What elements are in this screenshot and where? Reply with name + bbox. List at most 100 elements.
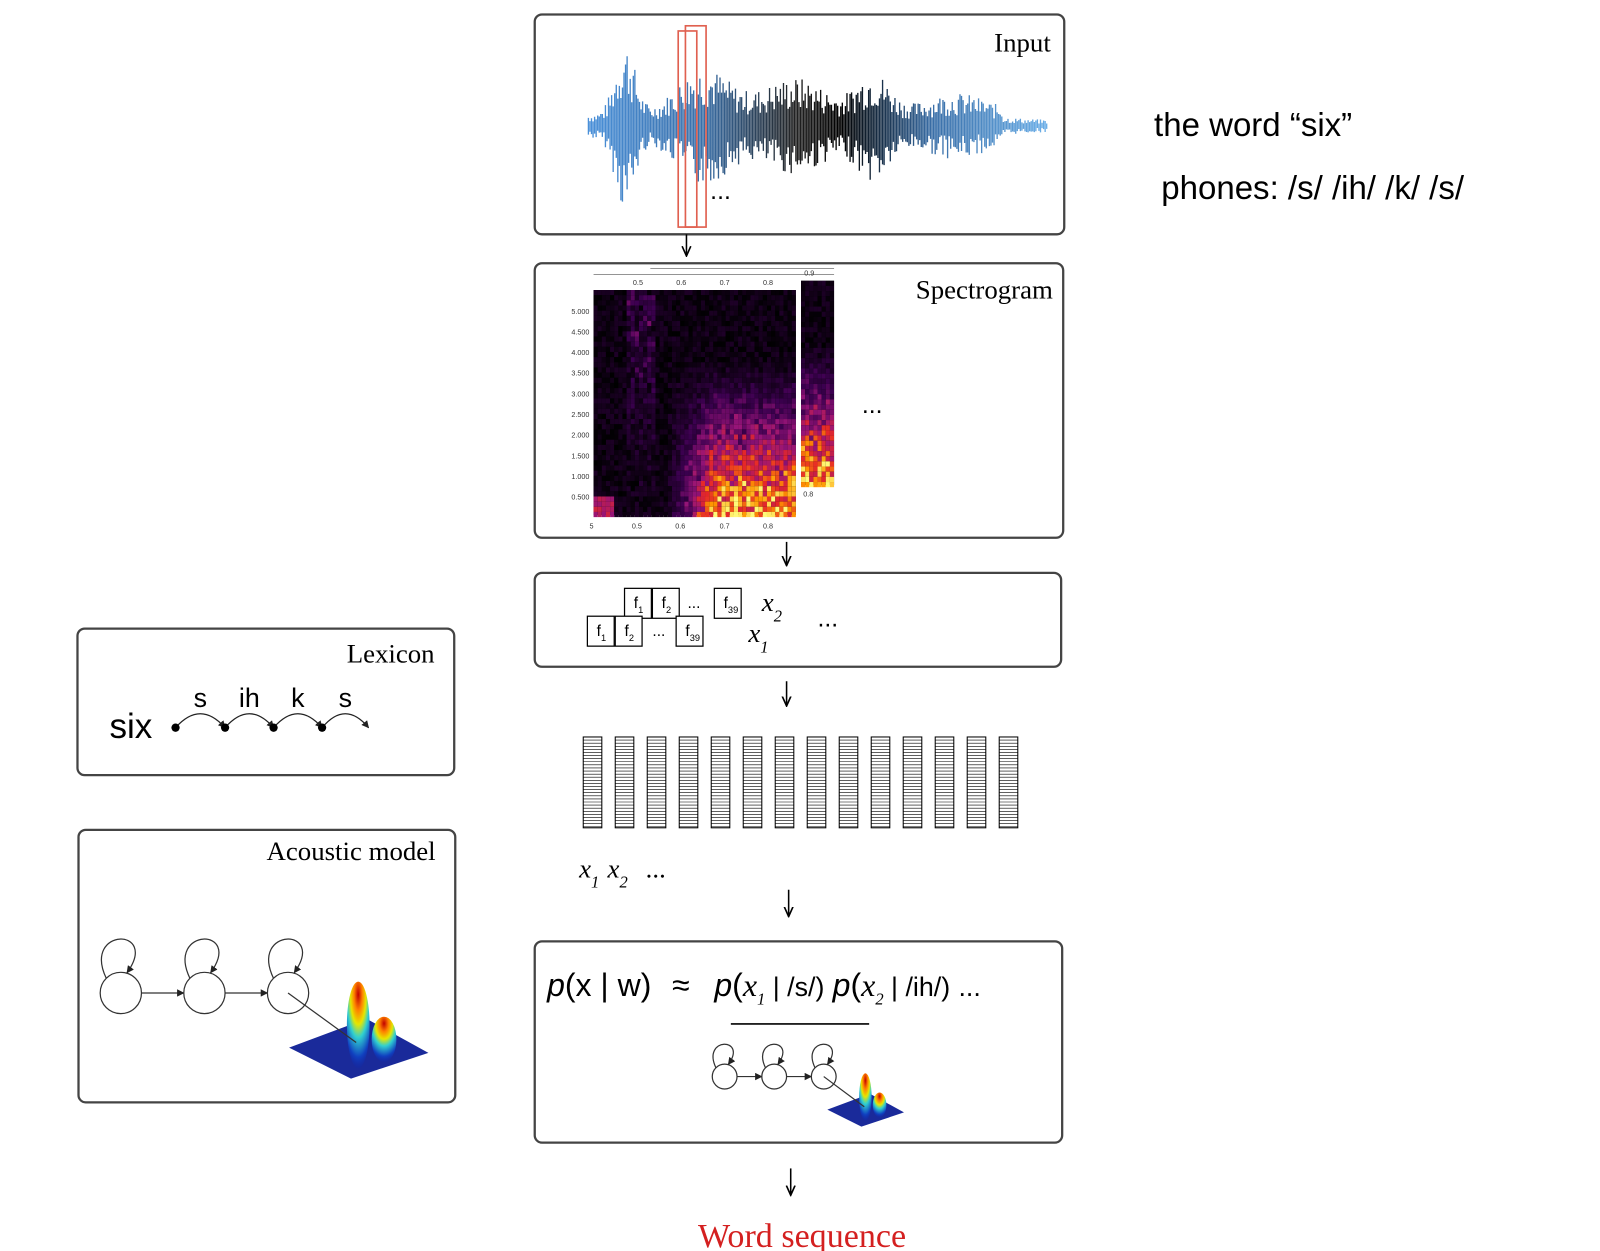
spectrogram-cell	[783, 388, 788, 394]
spectrogram-cell	[809, 332, 814, 338]
spectrogram-cell	[787, 331, 792, 337]
spectrogram-cell	[733, 362, 739, 368]
spectrogram-cell	[717, 336, 722, 342]
spectrogram-cell	[647, 450, 652, 456]
spectrogram-cell	[647, 393, 652, 399]
spectrogram-cell	[817, 420, 822, 426]
spectrogram-cell	[601, 429, 606, 435]
spectrogram-cell	[643, 444, 648, 451]
spectrogram-cell	[626, 424, 631, 430]
spectrogram-cell	[684, 388, 689, 394]
spectrogram-cell	[593, 403, 598, 409]
spectrogram-cell	[742, 429, 747, 435]
spectrogram-cell	[729, 511, 734, 518]
spectrogram-cell	[696, 424, 701, 430]
spectrogram-cell	[733, 341, 739, 347]
symbol: f	[685, 623, 690, 640]
spectrogram-cell	[725, 357, 730, 363]
spectrogram-cell	[618, 290, 623, 296]
spectrogram-cell	[742, 506, 747, 512]
spectrogram-cell	[762, 506, 767, 512]
spectrogram-cell	[787, 377, 792, 383]
spectrogram-cell	[647, 486, 652, 492]
spectrogram-cell	[676, 290, 681, 296]
spectrogram-cell	[614, 511, 619, 518]
spectrogram-cell	[688, 455, 693, 461]
spectrogram-cell	[821, 471, 826, 477]
spectrogram-cell	[801, 461, 806, 467]
spectrogram-cell	[709, 408, 714, 414]
spectrogram-cell	[709, 429, 714, 435]
spectrogram-cell	[801, 394, 806, 400]
spectrogram-cell	[750, 419, 755, 425]
spectrogram-cell	[713, 413, 718, 420]
spectrogram-cell	[700, 315, 706, 322]
spectrogram-cell	[655, 382, 660, 389]
spectrogram-cell	[597, 315, 602, 322]
spectrogram-cell	[680, 393, 685, 399]
spectrogram-cell	[775, 305, 780, 311]
spectrogram-cell	[643, 450, 648, 456]
spectrogram-cell	[750, 388, 755, 394]
spectrogram-cell	[593, 444, 598, 451]
spectrogram-cell	[680, 501, 685, 507]
spectrogram-cell	[593, 315, 598, 322]
spectrogram-cell	[766, 486, 772, 492]
spectrogram-cell	[618, 511, 623, 518]
spectrogram-cell	[647, 382, 652, 389]
spectrogram-cell	[709, 372, 714, 378]
spectrogram-cell	[725, 315, 730, 322]
spectrogram-cell	[725, 403, 730, 409]
spectrogram-cell	[729, 424, 734, 430]
spectrogram-cell	[659, 372, 664, 378]
spectrogram-cell	[725, 336, 730, 342]
spectrogram-cell	[791, 367, 796, 373]
spectrogram-cell	[655, 496, 660, 502]
feature-label: ...	[687, 595, 700, 612]
spectrogram-cell	[721, 486, 726, 492]
freq-label: 2.500	[571, 410, 589, 419]
spectrogram-cell	[634, 321, 639, 327]
spectrogram-cell	[638, 475, 644, 481]
spectrogram-cell	[680, 382, 685, 389]
spectrogram-cell	[762, 357, 767, 363]
spectrogram-cell	[663, 424, 668, 430]
spectrogram-cell	[709, 465, 714, 471]
spectrogram-cell	[618, 424, 623, 430]
spectrogram-cell	[680, 470, 685, 476]
spectrogram-cell	[696, 465, 701, 471]
spectrogram-cell	[684, 310, 689, 316]
spectrogram-cell	[733, 403, 739, 409]
spectrogram-cell	[705, 429, 710, 435]
spectrogram-cell	[597, 398, 602, 404]
spectrogram-cell	[813, 368, 818, 374]
time-label: 0.5	[633, 278, 643, 287]
spectrogram-cell	[663, 455, 668, 461]
spectrogram-cell	[672, 408, 677, 414]
spectrogram-cell	[638, 300, 644, 306]
spectrogram-cell	[750, 382, 755, 389]
spectrogram-cell	[601, 377, 606, 383]
spectrogram-cell	[742, 475, 747, 481]
spectrogram-cell	[713, 486, 718, 492]
feature-box	[586, 615, 615, 647]
spectrogram-cell	[643, 367, 648, 373]
spectrogram-cell	[601, 382, 606, 389]
spectrogram-cell	[725, 388, 730, 394]
spectrogram-cell	[610, 511, 615, 518]
spectrogram-cell	[783, 486, 788, 492]
phone-label: k	[291, 683, 305, 713]
spectrogram-cell	[817, 445, 822, 452]
spectrogram-cell	[647, 408, 652, 414]
spectrogram-cell	[754, 367, 759, 373]
spectrogram-cell	[725, 419, 730, 425]
spectrogram-cell	[783, 408, 788, 414]
box-title: Acoustic model	[267, 836, 436, 866]
spectrogram-cell	[721, 475, 726, 481]
vector-rows	[775, 739, 794, 828]
spectrogram-cell	[809, 347, 814, 354]
spectrogram-cell	[825, 306, 830, 312]
spectrogram-cell	[775, 486, 780, 492]
spectrogram-cell	[705, 321, 710, 327]
spectrogram-cell	[766, 382, 772, 389]
